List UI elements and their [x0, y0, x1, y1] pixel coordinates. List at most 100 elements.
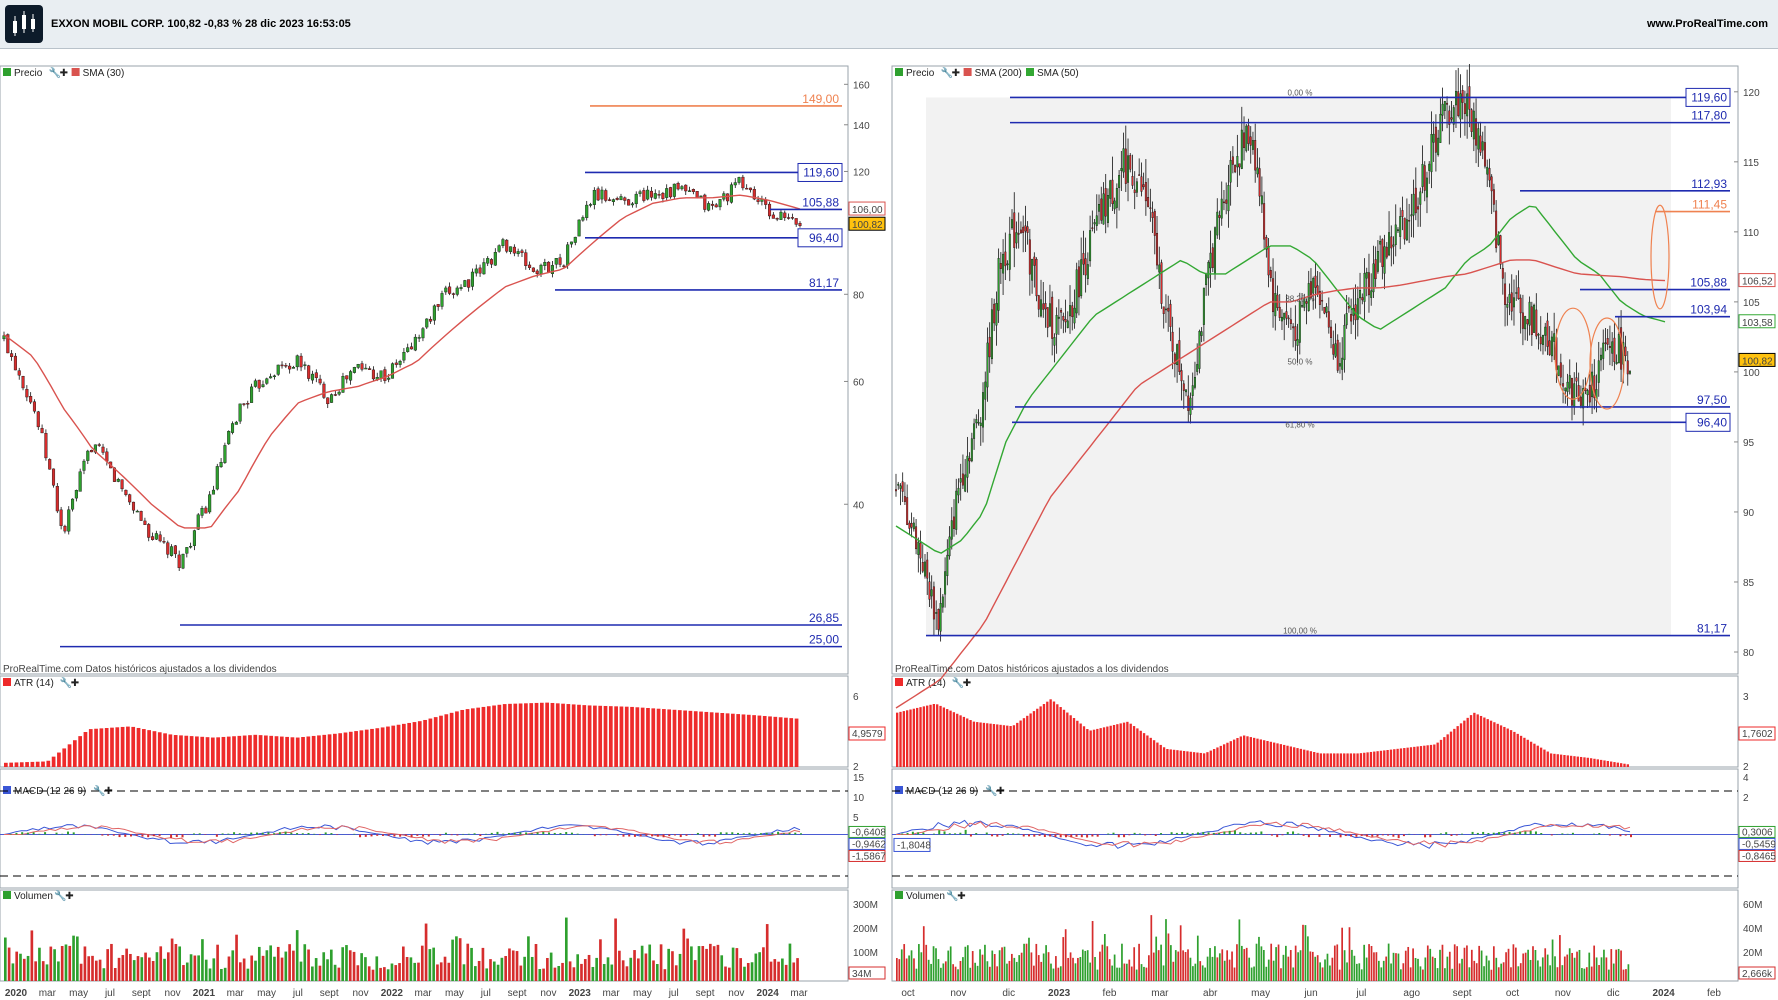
- macd-hist-bar: [1196, 832, 1199, 835]
- volume-bar: [227, 956, 231, 981]
- candle: [1535, 309, 1538, 337]
- candle: [787, 217, 791, 219]
- date-axis-label: jul: [104, 988, 115, 999]
- level-label: 97,50: [1697, 393, 1727, 407]
- macd-hist-bar: [1593, 833, 1596, 835]
- atr-bar: [1319, 753, 1323, 767]
- volume-bar: [572, 967, 576, 981]
- volume-bar: [618, 950, 621, 981]
- wrench-icon: 🔧: [93, 784, 105, 797]
- candle: [204, 507, 208, 514]
- candle: [314, 372, 318, 378]
- volume-bar: [1143, 966, 1145, 981]
- volume-bar: [1287, 956, 1290, 981]
- volume-bar: [182, 965, 185, 981]
- header-bar: EXXON MOBIL CORP. 100,82 -0,83 % 28 dic …: [0, 0, 1778, 49]
- candle: [303, 364, 307, 366]
- volume-bar: [1138, 943, 1140, 981]
- macd-value-tag: [848, 849, 886, 862]
- volume-bar: [345, 945, 348, 981]
- volume-bar: [1559, 935, 1561, 981]
- candle: [1361, 297, 1364, 301]
- atr-bar: [1119, 723, 1122, 767]
- atr-bar: [338, 733, 343, 767]
- atr-bar: [1209, 750, 1212, 767]
- volume-bar: [769, 961, 773, 981]
- volume-bar: [1409, 967, 1412, 981]
- candle: [1350, 313, 1353, 322]
- macd-value: -0,5459: [1742, 839, 1776, 850]
- plus-icon: ✚: [60, 68, 68, 79]
- macd-hist-bar: [1064, 834, 1067, 838]
- candle: [608, 199, 612, 201]
- atr-bar: [1042, 704, 1046, 767]
- candle: [1193, 377, 1196, 388]
- macd-hist-bar: [376, 834, 379, 836]
- atr-bar: [741, 714, 746, 767]
- candle: [1443, 101, 1446, 111]
- candle: [600, 189, 604, 200]
- volume-bar: [913, 958, 915, 981]
- macd-hist-bar: [1471, 831, 1474, 835]
- candle: [295, 355, 299, 368]
- atr-bar: [216, 737, 220, 767]
- volume-bar: [72, 935, 75, 981]
- site-url[interactable]: www.ProRealTime.com: [1646, 18, 1768, 30]
- atr-bar: [1279, 744, 1283, 767]
- candle: [539, 264, 543, 275]
- candle: [718, 199, 722, 208]
- volume-bar: [1074, 963, 1077, 981]
- atr-bar: [1002, 725, 1006, 767]
- atr-bar: [1016, 722, 1019, 767]
- candle: [402, 352, 406, 361]
- atr-bar: [1069, 715, 1072, 767]
- atr-bar: [936, 704, 939, 767]
- macd-hist-bar: [969, 834, 972, 837]
- candle: [1077, 266, 1080, 298]
- atr-bar: [402, 723, 406, 767]
- candle: [1267, 246, 1270, 276]
- candle: [489, 259, 494, 265]
- volume-bar: [1532, 946, 1534, 981]
- atr-bar: [1252, 737, 1256, 767]
- atr-bar: [110, 727, 114, 767]
- macd-hist-bar: [1123, 834, 1126, 838]
- atr-bar: [956, 713, 959, 767]
- atr-bar: [311, 735, 316, 767]
- volume-bar: [455, 936, 458, 981]
- price-axis-tick: 100: [1743, 368, 1760, 379]
- volume-bar: [1003, 946, 1006, 981]
- candle: [448, 286, 452, 294]
- volume-bar: [1527, 949, 1529, 981]
- volume-bar: [1395, 953, 1397, 981]
- volume-bar: [1566, 954, 1569, 981]
- macd-hist-bar: [559, 833, 562, 835]
- price-axis-tick: 110: [1743, 228, 1759, 239]
- candle: [910, 523, 913, 528]
- candle: [1002, 253, 1005, 274]
- volume-bar: [83, 946, 87, 981]
- candle: [984, 381, 987, 400]
- atr-bar: [614, 706, 618, 767]
- candle: [192, 530, 196, 546]
- atr-bar: [449, 712, 454, 767]
- pattern-ellipse-right: [1589, 317, 1625, 410]
- volume-bar: [1400, 969, 1402, 981]
- candle: [1158, 264, 1161, 273]
- macd-hist-bar: [1455, 834, 1458, 836]
- candle: [531, 267, 535, 272]
- candle: [116, 478, 120, 482]
- volume-bar: [1013, 957, 1016, 981]
- macd-hist-bar: [1276, 834, 1279, 838]
- atr-bar: [1403, 748, 1406, 767]
- atr-bar: [1092, 729, 1096, 767]
- atr-bar: [789, 718, 794, 767]
- candle: [1147, 197, 1150, 207]
- candle: [40, 428, 44, 434]
- fib-zone-shading: [926, 97, 1671, 636]
- volume-bar: [1023, 943, 1025, 981]
- price-tag-label: 106,52: [1742, 277, 1773, 288]
- candle: [1004, 251, 1007, 267]
- macd-hist-bar: [1424, 834, 1427, 838]
- volume-bar: [1111, 965, 1114, 981]
